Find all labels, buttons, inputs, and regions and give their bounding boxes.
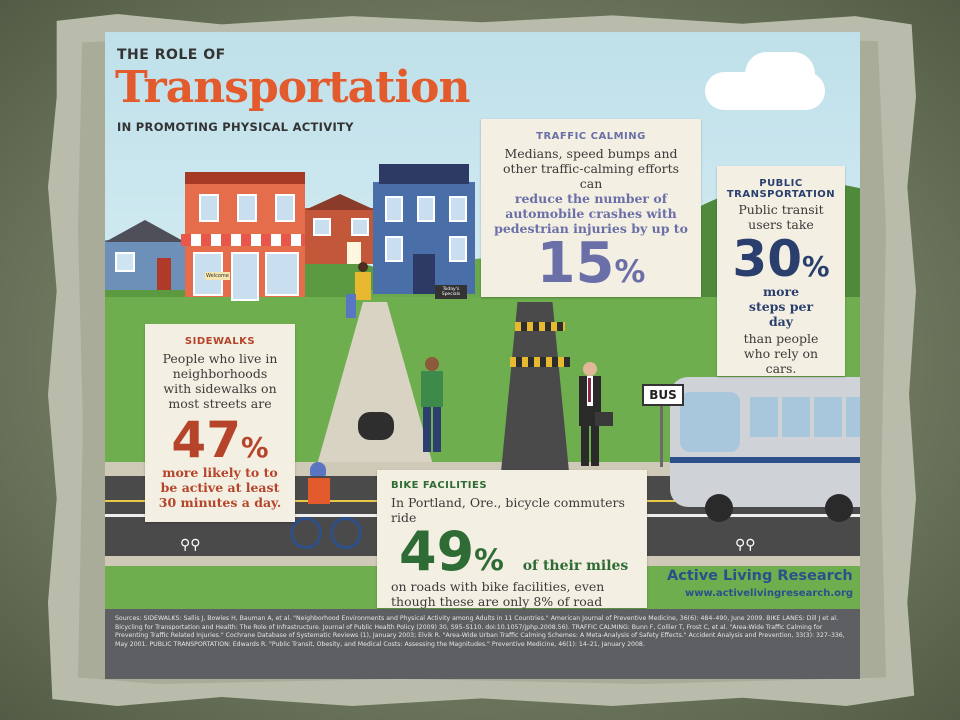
sidewalks-highlight: more likely to to be active at least 30 … xyxy=(158,465,282,510)
traffic-calming-stat: 15% xyxy=(481,236,701,292)
page-title: Transportation xyxy=(115,62,470,113)
walker-with-dog xyxy=(415,357,455,457)
sidewalks-stat: 47% xyxy=(145,415,295,465)
traffic-calming-value: 15 xyxy=(536,231,615,296)
sidewalks-value: 47 xyxy=(171,411,242,469)
sidewalks-unit: % xyxy=(241,432,269,464)
public-transport-label-line1: PUBLIC xyxy=(759,178,803,189)
speed-bump xyxy=(510,357,570,367)
bike-facilities-body: In Portland, Ore., bicycle commuters rid… xyxy=(391,495,625,525)
house-red xyxy=(305,194,375,264)
cloud xyxy=(745,52,815,96)
sources-footer: Sources: SIDEWALKS: Sallis J, Bowles H, … xyxy=(105,609,860,679)
bike-facilities-stat-row: 49% of their miles xyxy=(399,525,647,579)
specials-sign: Today's Specials xyxy=(435,285,467,299)
bike-facilities-highlight: of their miles xyxy=(522,558,629,574)
bus-windows xyxy=(750,397,860,437)
bike-facilities-unit: % xyxy=(474,543,504,578)
public-transport-value: 30 xyxy=(732,230,803,288)
public-transport-label-line2: TRANSPORTATION xyxy=(726,189,836,200)
bike-facilities-stat: 49% xyxy=(399,520,523,583)
bike-facilities-tail: on roads with bike facilities, even thou… xyxy=(391,579,605,624)
title-kicker: THE ROLE OF xyxy=(117,47,226,63)
businessman-figure xyxy=(575,362,613,472)
infographic: Welcome Today's Specials BUS xyxy=(105,32,860,679)
bus-stripe xyxy=(670,457,860,463)
traffic-calming-label: TRAFFIC CALMING xyxy=(536,131,646,142)
public-transport-highlight: more steps per day xyxy=(748,284,814,329)
traffic-calming-body: Medians, speed bumps and other traffic-c… xyxy=(502,146,680,191)
traffic-calming-highlight: reduce the number of automobile crashes … xyxy=(494,191,688,236)
public-transport-label: PUBLIC TRANSPORTATION xyxy=(717,178,845,200)
bus-stop-pole xyxy=(660,402,663,467)
sidewalks-body: People who live in neighborhoods with si… xyxy=(162,351,278,411)
bus-stop-sign: BUS xyxy=(642,384,684,406)
bike-facilities-value: 49 xyxy=(399,520,475,583)
speed-bump xyxy=(515,322,565,331)
public-transport-tail: than people who rely on cars. xyxy=(743,331,819,376)
public-transport-unit: % xyxy=(802,251,830,283)
brand-name: Active Living Research xyxy=(667,568,853,584)
mother-child-figure xyxy=(346,262,376,332)
bus-wheel xyxy=(825,494,853,522)
bike-facilities-label: BIKE FACILITIES xyxy=(391,480,488,491)
house-gray xyxy=(105,220,185,290)
traffic-calming-card: TRAFFIC CALMING Medians, speed bumps and… xyxy=(481,119,701,297)
sidewalks-card: SIDEWALKS People who live in neighborhoo… xyxy=(145,324,295,522)
bike-lane-symbol-icon: ⚲⚲ xyxy=(735,537,756,553)
public-transport-body: Public transit users take xyxy=(738,202,824,232)
public-transport-stat: 30% xyxy=(717,234,845,284)
title-subtitle: IN PROMOTING PHYSICAL ACTIVITY xyxy=(117,120,354,134)
sidewalks-label: SIDEWALKS xyxy=(184,336,256,347)
public-transport-card: PUBLIC TRANSPORTATION Public transit use… xyxy=(717,166,845,376)
dog xyxy=(358,412,394,440)
cyclist xyxy=(290,462,362,552)
bike-lane-symbol-icon: ⚲⚲ xyxy=(180,537,201,553)
bus-windshield xyxy=(680,392,740,452)
house-orange: Welcome xyxy=(181,172,309,301)
welcome-sign: Welcome xyxy=(205,272,230,280)
bus-wheel xyxy=(705,494,733,522)
bike-facilities-card: BIKE FACILITIES In Portland, Ore., bicyc… xyxy=(377,470,647,624)
brand-url: www.activelivingresearch.org xyxy=(685,588,854,599)
house-blue xyxy=(373,164,475,294)
traffic-calming-unit: % xyxy=(614,254,646,290)
